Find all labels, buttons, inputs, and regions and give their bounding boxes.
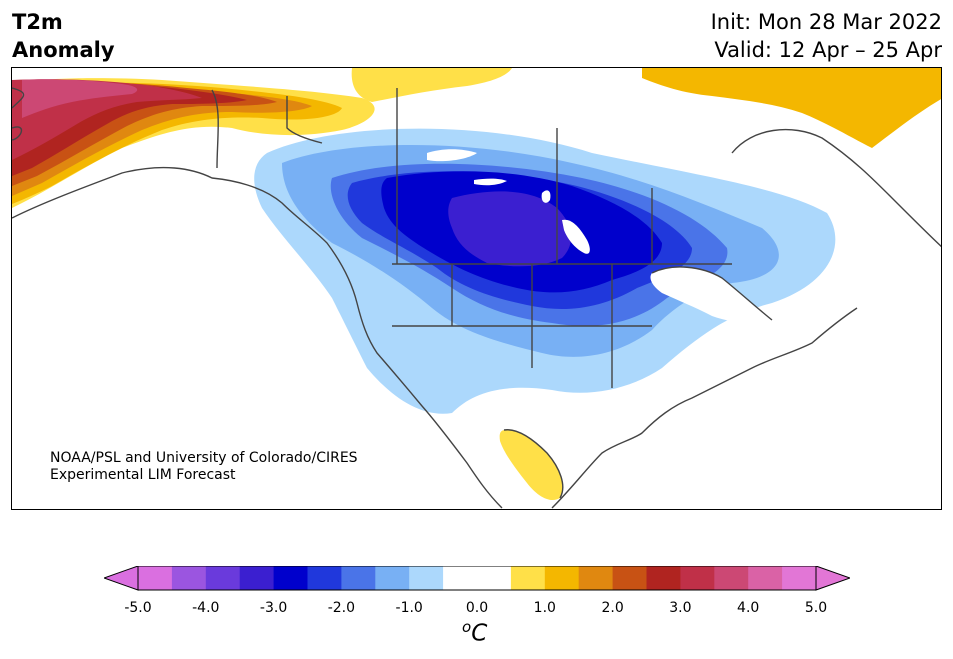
colorbar-tick-label: 3.0 [669, 600, 692, 616]
colorbar-cell [239, 566, 275, 590]
lake-1 [562, 219, 590, 254]
credit-line-1: NOAA/PSL and University of Colorado/CIRE… [50, 450, 358, 466]
colorbar-cell [714, 566, 749, 590]
colorbar-tick-label: 5.0 [804, 600, 828, 616]
colorbar-tick-label: -5.0 [124, 600, 152, 616]
warm-anomaly-arctic-central [351, 68, 512, 102]
init-date: Init: Mon 28 Mar 2022 [710, 10, 942, 34]
colorbar-tick-label: -4.0 [192, 600, 220, 616]
credit-line-2: Experimental LIM Forecast [50, 467, 236, 483]
colorbar-cell [307, 566, 342, 590]
colorbar-tick-label: 0.0 [465, 600, 489, 616]
warm-anomaly-arctic-east [642, 68, 941, 148]
colorbar-cell [680, 566, 715, 590]
map-panel: NOAA/PSL and University of Colorado/CIRE… [11, 67, 942, 510]
unit-label: oC [462, 618, 487, 647]
colorbar-tick-label: -2.0 [327, 600, 356, 616]
valid-range: Valid: 12 Apr – 25 Apr [714, 38, 942, 62]
lake-2 [427, 149, 477, 162]
colorbar-cell [578, 566, 614, 590]
colorbar-cell [273, 566, 308, 590]
forecast-dates: Init: Mon 28 Mar 2022 Valid: 12 Apr – 25… [711, 8, 942, 64]
colorbar-cell [612, 566, 647, 590]
colorbar-tick-label: 1.0 [533, 600, 556, 616]
colorbar-cell [646, 566, 681, 590]
colorbar [104, 566, 850, 591]
colorbar-tick-label: -3.0 [259, 600, 288, 616]
colorbar-tick-label: 2.0 [601, 600, 624, 616]
colorbar-cell [477, 566, 512, 590]
colorbar-cell [138, 566, 173, 590]
colorbar-cell [782, 566, 817, 590]
map-title: T2m Anomaly [12, 8, 115, 64]
colorbar-cell [510, 566, 546, 590]
colorbar-cell [443, 566, 478, 590]
anomaly-map [12, 68, 941, 509]
degree-symbol: o [462, 618, 472, 636]
colorbar-cell [205, 566, 241, 590]
lake-3 [474, 178, 507, 186]
colorbar-cell [375, 566, 410, 590]
colorbar-cell [409, 566, 444, 590]
colorbar-cells [138, 566, 817, 590]
title-line-2: Anomaly [12, 38, 115, 62]
credit-text: NOAA/PSL and University of Colorado/CIRE… [50, 450, 358, 484]
colorbar-cell [171, 566, 207, 590]
colorbar-cell [544, 566, 580, 590]
lake-4 [541, 190, 551, 203]
great-lakes [650, 266, 772, 324]
colorbar-cell [341, 566, 376, 590]
unit-letter: C [471, 620, 488, 647]
title-line-1: T2m [12, 10, 63, 34]
colorbar-over-arrow [815, 566, 850, 591]
warm-anomaly-band-7 [22, 79, 138, 118]
cold-anomaly-band-6 [448, 191, 572, 267]
colorbar-tick-label: 4.0 [737, 600, 760, 616]
colorbar-cell [748, 566, 783, 590]
coastline-outlines [12, 87, 941, 509]
warm-anomaly-mexico [499, 429, 563, 501]
colorbar-border [137, 566, 817, 591]
colorbar-tick-label: -1.0 [395, 600, 423, 616]
colorbar-under-arrow [104, 566, 139, 591]
